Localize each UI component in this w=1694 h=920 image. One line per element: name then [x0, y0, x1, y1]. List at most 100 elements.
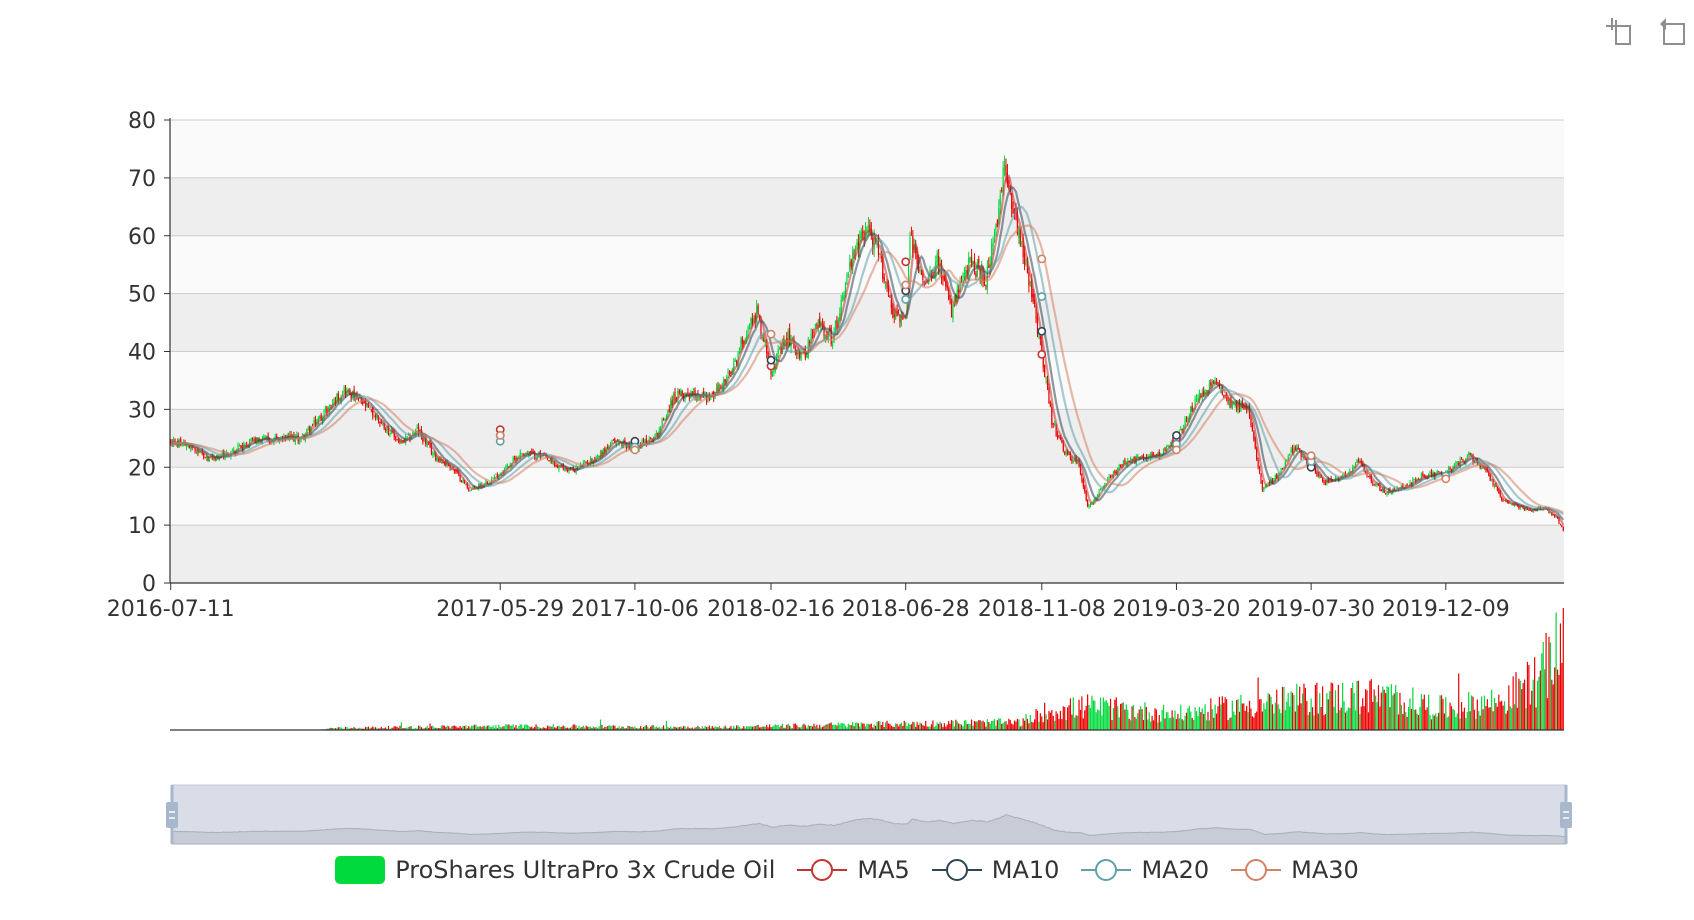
- volume-bar: [1102, 697, 1104, 730]
- candle-body: [1257, 460, 1259, 467]
- volume-bar: [548, 726, 550, 730]
- candle-body: [978, 259, 980, 264]
- volume-bar: [1064, 707, 1066, 730]
- volume-bar: [1463, 707, 1466, 730]
- volume-bar: [1415, 709, 1417, 730]
- volume-bar: [1412, 687, 1414, 730]
- candle-body: [650, 437, 652, 440]
- volume-bar: [1114, 699, 1116, 730]
- volume-bar: [939, 721, 941, 730]
- volume-bar: [1291, 692, 1294, 730]
- candle-body: [1468, 452, 1470, 456]
- candle-body: [1324, 481, 1327, 484]
- candle: [395, 435, 397, 442]
- candle-body: [1016, 208, 1019, 235]
- volume-bar: [1293, 694, 1295, 730]
- slider-handle-grip[interactable]: [166, 802, 178, 828]
- candle: [1109, 474, 1112, 479]
- candle: [1081, 472, 1083, 484]
- volume-bar: [579, 727, 582, 730]
- candle-body: [889, 296, 891, 298]
- candle: [1082, 477, 1084, 490]
- candle-body: [922, 272, 924, 280]
- candle-body: [949, 300, 951, 304]
- volume-bar: [456, 727, 458, 730]
- y-tick-label: 40: [128, 341, 156, 366]
- candle-body: [1413, 479, 1415, 481]
- volume-bar: [521, 724, 523, 730]
- candle: [373, 414, 375, 418]
- volume-bar: [1508, 685, 1510, 730]
- volume-bar: [1188, 705, 1190, 730]
- volume-bar: [336, 728, 338, 730]
- volume-bar: [1367, 712, 1370, 730]
- volume-bar: [642, 727, 645, 730]
- candle: [1087, 499, 1089, 508]
- legend-item[interactable]: MA20: [1081, 856, 1209, 884]
- candle-body: [880, 254, 882, 259]
- datazoom-slider[interactable]: [166, 784, 1572, 845]
- legend-item[interactable]: MA10: [931, 856, 1059, 884]
- y-tick-label: 50: [128, 283, 156, 308]
- zoom-icon[interactable]: [1600, 14, 1634, 48]
- volume-bar: [773, 725, 775, 730]
- candle-body: [748, 327, 751, 329]
- volume-bar: [1349, 708, 1351, 730]
- volume-bar: [866, 723, 868, 730]
- candle-body: [670, 400, 672, 413]
- candle-body: [453, 469, 455, 471]
- slider-handle-left[interactable]: [166, 785, 178, 844]
- marker-ma10: [1037, 326, 1047, 336]
- candle-body: [950, 304, 953, 318]
- legend-item[interactable]: MA5: [797, 856, 910, 884]
- volume-bar: [1132, 704, 1135, 730]
- candle-body: [251, 437, 253, 439]
- candle: [1501, 496, 1503, 502]
- candle-body: [283, 434, 285, 439]
- volume-bar: [601, 724, 603, 730]
- volume-bar: [932, 720, 934, 730]
- candle-body: [1157, 452, 1159, 456]
- volume-bar: [877, 721, 880, 730]
- candle-body: [1231, 402, 1233, 409]
- volume-bar: [463, 725, 466, 730]
- volume-bar: [333, 728, 335, 730]
- candle-body: [1069, 454, 1072, 460]
- volume-bar: [730, 725, 732, 730]
- volume-bar: [949, 723, 951, 730]
- volume-bar: [353, 727, 355, 730]
- volume-bar: [1400, 704, 1402, 730]
- volume-bar: [895, 723, 897, 730]
- volume-bar: [1382, 686, 1384, 730]
- slider-handle-grip[interactable]: [1560, 802, 1572, 828]
- candle-body: [910, 234, 913, 236]
- volume-bar: [356, 728, 358, 730]
- volume-bar: [645, 724, 647, 730]
- candle-body: [840, 299, 842, 316]
- volume-bar: [346, 727, 348, 730]
- candle-body: [734, 359, 736, 362]
- volume-bar: [1482, 709, 1484, 730]
- line-ma10: [170, 185, 1565, 521]
- restore-icon[interactable]: [1652, 14, 1686, 48]
- volume-bar: [1185, 712, 1188, 730]
- candle-body: [1228, 398, 1231, 406]
- candle-body: [190, 445, 192, 449]
- slider-handle-right[interactable]: [1560, 785, 1572, 844]
- volume-bar: [1155, 709, 1158, 730]
- candle: [1456, 461, 1458, 465]
- candle-body: [430, 444, 433, 454]
- volume-bar: [1561, 662, 1563, 730]
- volume-bar: [873, 724, 875, 730]
- volume-bar: [970, 719, 973, 730]
- volume-bar: [640, 726, 642, 730]
- volume-bar: [529, 727, 531, 730]
- volume-bar: [1472, 696, 1474, 730]
- candle-body: [644, 439, 646, 441]
- legend-item[interactable]: ProShares UltraPro 3x Crude Oil: [335, 856, 775, 884]
- volume-bar: [1452, 709, 1454, 730]
- legend-item[interactable]: MA30: [1231, 856, 1359, 884]
- candle: [869, 219, 871, 235]
- volume-bar: [823, 725, 825, 730]
- volume-bar: [647, 726, 649, 730]
